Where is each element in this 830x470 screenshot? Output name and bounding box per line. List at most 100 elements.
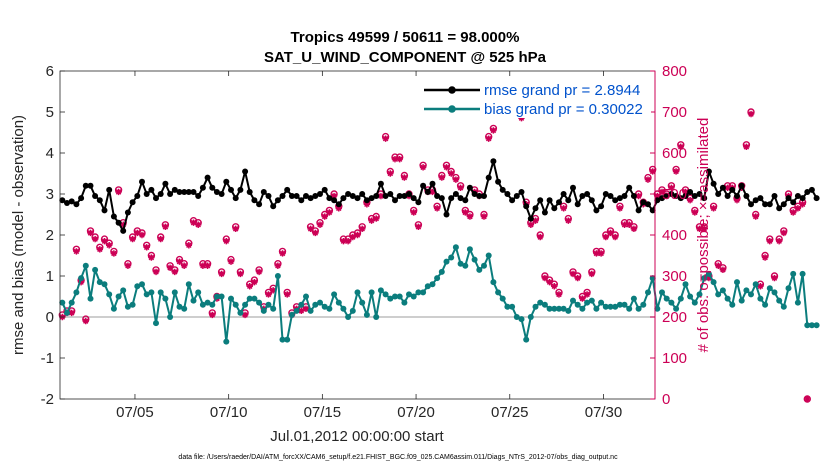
bias-point [710,279,717,286]
obs-assimilated-point [593,250,600,257]
rmse-point [523,203,530,210]
rmse-point [260,189,267,195]
bias-point [228,295,234,302]
bias-point [373,314,380,320]
bias-point [176,303,183,310]
bias-point [757,295,764,302]
rmse-point [345,191,352,197]
rmse-point [167,191,174,197]
rmse-point [218,191,225,197]
rmse-point [663,193,670,199]
bias-point [78,275,85,282]
bias-point [190,297,197,304]
obs-assimilated-point [302,305,310,312]
obs-assimilated-point [401,174,408,181]
obs-assimilated-point [761,254,769,261]
rmse-point [724,193,731,199]
bias-point [279,336,286,343]
obs-assimilated-point [96,246,104,253]
y-axis-left-label: rmse and bias (model - observation) [10,115,27,355]
y-tick-label: 1 [46,268,54,285]
obs-assimilated-point [743,143,750,151]
obs-assimilated-point [227,258,235,265]
rmse-point [359,191,366,197]
bias-point [645,289,651,296]
rmse-point [509,197,516,204]
obs-assimilated-point [462,209,469,216]
rmse-point [457,195,464,202]
rmse-point [757,195,764,202]
obs-assimilated-point [307,225,314,233]
bias-point [481,262,487,269]
obs-assimilated-point [209,311,216,319]
obs-assimilated-point [790,209,797,216]
right-tick-label: 300 [662,268,687,285]
rmse-point [363,197,370,204]
rmse-point [621,193,628,199]
rmse-point [232,195,239,202]
rmse-point [696,191,703,197]
obs-assimilated-point [710,205,717,212]
obs-assimilated-point [733,196,741,204]
rmse-point [354,195,361,202]
obs-assimilated-point [87,229,94,237]
rmse-point [59,197,66,204]
bias-point [410,293,417,300]
rmse-point [199,184,206,191]
obs-assimilated-point [588,270,595,278]
right-tick-label: 500 [662,186,687,203]
right-tick-label: 700 [662,104,687,121]
bias-point [260,307,267,314]
rmse-point [748,201,754,208]
rmse-point [541,209,548,216]
obs-assimilated-point [105,242,113,249]
rmse-point [331,197,338,204]
obs-assimilated-point [204,262,211,269]
bias-point [359,299,366,306]
rmse-point [284,186,291,193]
obs-assimilated-point [269,287,277,294]
obs-assimilated-point [246,283,253,290]
rmse-point [288,193,295,199]
obs-assimilated-point [443,164,450,171]
rmse-point [734,193,740,199]
obs-assimilated-point [162,223,169,230]
obs-assimilated-point [218,270,225,278]
bias-point [537,299,544,306]
rmse-point [602,191,609,197]
obs-assimilated-point [274,262,282,269]
bias-point [87,295,94,302]
rmse-point [340,195,347,202]
rmse-point [223,178,230,185]
obs-assimilated-point [91,235,99,243]
rmse-point [190,189,197,195]
bias-point [574,301,581,308]
obs-assimilated-point [607,229,614,237]
rmse-point [448,195,455,202]
rmse-point [598,203,605,210]
obs-assimilated-point [700,225,708,233]
rmse-point [691,193,698,199]
obs-assimilated-point [560,205,567,212]
rmse-point [762,201,769,208]
obs-assimilated-point [719,266,727,274]
obs-assimilated-point [358,225,366,233]
obs-assimilated-point [757,283,764,290]
rmse-point [92,193,99,199]
rmse-point [546,197,553,204]
rmse-point [743,193,750,199]
right-tick-label: 400 [662,227,687,244]
rmse-point [527,215,534,222]
bias-point [466,246,473,253]
bias-point [598,299,605,306]
bias-point [382,291,389,298]
bias-point [312,301,319,308]
bias-point [368,289,375,296]
bias-point [593,305,600,312]
bias-point [443,258,450,265]
obs-assimilated-point [696,225,703,233]
bias-point [401,299,408,306]
rmse-point [701,195,708,202]
obs-assimilated-point [195,221,202,228]
